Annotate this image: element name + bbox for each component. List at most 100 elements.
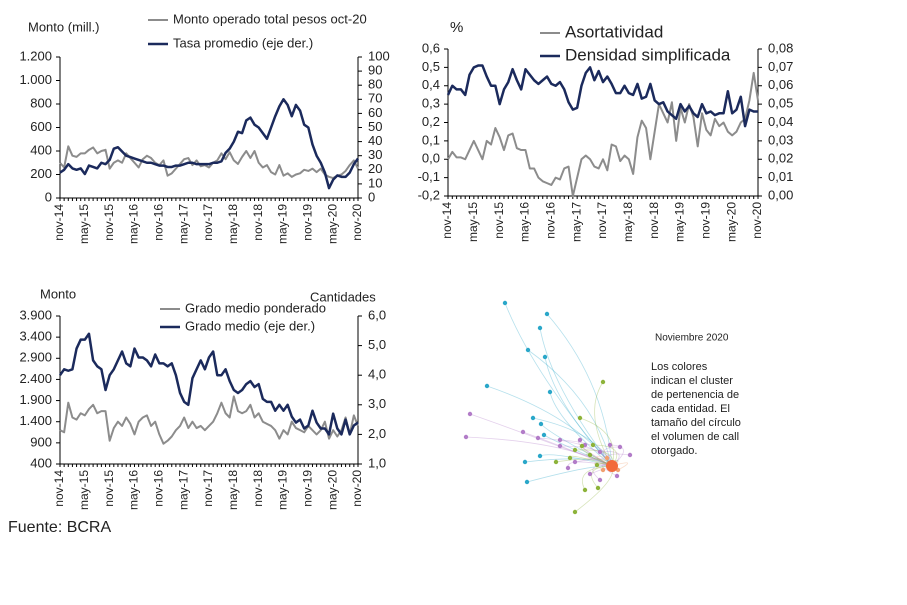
network-edge: [539, 454, 613, 467]
network-node: [600, 467, 606, 473]
x-tick-label: nov-20: [350, 470, 364, 507]
y-axis-label: %: [450, 19, 463, 36]
x-tick-label: nov-18: [647, 202, 661, 239]
x-tick-label: nov-16: [544, 202, 558, 239]
y-tick-label: 400: [30, 142, 52, 157]
network-node: [607, 442, 613, 448]
network-node: [463, 434, 469, 440]
y-tick-label: 1.200: [19, 48, 52, 63]
network-node: [544, 311, 550, 317]
network-note: cada entidad. El: [651, 403, 730, 415]
x-tick-label: nov-19: [301, 204, 315, 241]
y2-tick-label: 1,0: [368, 455, 386, 470]
network-note: el volumen de call: [651, 431, 739, 443]
network-node: [604, 455, 610, 461]
network-node: [572, 459, 578, 465]
network-edge: [540, 423, 613, 467]
x-tick-label: may-19: [673, 202, 687, 242]
y-tick-label: 600: [30, 119, 52, 134]
x-tick-label: nov-19: [301, 470, 315, 507]
x-tick-label: may-19: [276, 470, 290, 510]
network-node: [541, 432, 547, 438]
network-node: [582, 487, 588, 493]
x-tick-label: may-19: [276, 204, 290, 244]
y2-tick-label: 30: [368, 147, 382, 162]
network-node: [572, 447, 578, 453]
y2-tick-label: 90: [368, 63, 382, 78]
network-node: [627, 452, 633, 458]
network-edge: [579, 417, 614, 467]
x-tick-label: may-15: [466, 202, 480, 242]
network-node: [547, 389, 553, 395]
network-node: [587, 471, 593, 477]
network-node: [617, 444, 623, 450]
x-tick-label: may-20: [724, 202, 738, 242]
network-node: [537, 453, 543, 459]
network-edge: [539, 327, 613, 467]
y2-tick-label: 0,02: [768, 151, 793, 166]
network-node: [595, 485, 601, 491]
network-node: [600, 379, 606, 385]
network-node: [565, 465, 571, 471]
series-line: [59, 98, 360, 190]
x-tick-label: nov-14: [52, 470, 66, 507]
network-node: [467, 411, 473, 417]
y2-tick-label: 0,04: [768, 114, 793, 129]
network-edge: [549, 391, 613, 467]
network-node: [542, 354, 548, 360]
y2-tick-label: 20: [368, 161, 382, 176]
x-tick-label: may-18: [621, 202, 635, 242]
y-tick-label: 200: [30, 166, 52, 181]
y2-tick-label: 0,00: [768, 187, 793, 202]
y-tick-label: 0,2: [422, 114, 440, 129]
y2-tick-label: 0,01: [768, 169, 793, 184]
y2-axis-label: Cantidades: [310, 289, 376, 304]
network-edge: [522, 431, 613, 467]
network-edge: [486, 385, 613, 467]
y-tick-label: 3.400: [19, 329, 52, 344]
y-tick-label: 2.900: [19, 350, 52, 365]
network-node: [567, 455, 573, 461]
network-node: [577, 437, 583, 443]
network-diagram: [463, 300, 633, 515]
y-tick-label: -0,1: [418, 169, 440, 184]
x-tick-label: may-20: [325, 204, 339, 244]
y-axis-label: Monto (mill.): [28, 19, 100, 34]
x-tick-label: nov-19: [699, 202, 713, 239]
x-tick-label: nov-16: [152, 204, 166, 241]
network-node: [590, 442, 596, 448]
network-node: [557, 443, 563, 449]
y2-tick-label: 40: [368, 133, 382, 148]
x-tick-label: nov-18: [251, 204, 265, 241]
network-node: [538, 421, 544, 427]
series-line: [58, 332, 359, 436]
y2-tick-label: 5,0: [368, 337, 386, 352]
x-tick-label: may-16: [518, 202, 532, 242]
network-edge: [469, 413, 613, 467]
x-tick-label: nov-15: [102, 204, 116, 241]
y-tick-label: -0,2: [418, 187, 440, 202]
x-tick-label: may-17: [176, 470, 190, 510]
y2-tick-label: 60: [368, 105, 382, 120]
x-tick-label: nov-14: [52, 204, 66, 241]
network-note: indican el cluster: [651, 375, 733, 387]
network-node: [502, 300, 508, 306]
y2-tick-label: 0,07: [768, 59, 793, 74]
x-tick-label: nov-15: [492, 202, 506, 239]
y-tick-label: 900: [30, 434, 52, 449]
x-tick-label: nov-14: [440, 202, 454, 239]
legend-label: Tasa promedio (eje der.): [173, 35, 313, 50]
y2-tick-label: 0,05: [768, 96, 793, 111]
network-node: [522, 459, 528, 465]
x-tick-label: nov-18: [251, 470, 265, 507]
network-edge: [465, 436, 613, 467]
network-note: Los colores: [651, 361, 708, 373]
y2-tick-label: 6,0: [368, 307, 386, 322]
network-edge: [527, 349, 613, 467]
y2-tick-label: 4,0: [368, 367, 386, 382]
legend-label: Grado medio ponderado: [185, 300, 326, 315]
y-tick-label: 0,5: [422, 59, 440, 74]
x-tick-label: nov-17: [595, 202, 609, 239]
y-axis-label: Monto: [40, 286, 76, 301]
